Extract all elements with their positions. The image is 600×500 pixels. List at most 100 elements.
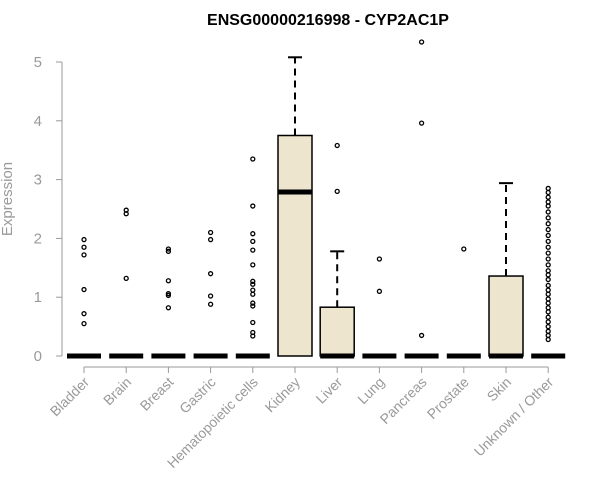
x-tick-label: Bladder [47, 374, 93, 420]
outlier-point [165, 292, 172, 299]
outlier-point [376, 256, 383, 262]
outlier-point [250, 287, 256, 293]
outlier-point [376, 288, 383, 294]
boxes-group [67, 39, 566, 359]
box-prostate [446, 246, 481, 359]
outlier-point [250, 303, 256, 309]
outlier-point [250, 238, 256, 244]
outlier-point [545, 319, 551, 325]
outlier-point [545, 276, 551, 283]
outlier-point [123, 275, 129, 282]
x-tick-label: Unknown / Other [471, 374, 557, 460]
outlier-point [545, 332, 551, 339]
outlier-point [545, 309, 551, 315]
outlier-point [250, 300, 256, 306]
box-brain [109, 207, 144, 359]
outlier-point [545, 185, 551, 192]
outlier-point [81, 252, 87, 258]
outlier-point [461, 246, 467, 252]
outlier-point [545, 203, 551, 209]
outlier-point [165, 248, 172, 254]
box-lung [362, 256, 397, 359]
chart-title: ENSG00000216998 - CYP2AC1P [207, 12, 449, 29]
outlier-point [165, 305, 172, 311]
outlier-point [545, 232, 551, 239]
outlier-point [545, 268, 551, 274]
outlier-point [207, 236, 214, 243]
outlier-point [545, 305, 551, 311]
y-tick-label: 5 [34, 54, 42, 71]
outlier-point [545, 199, 551, 205]
outlier-point [418, 39, 425, 45]
x-tick-label: Pancreas [377, 374, 430, 427]
outlier-point [250, 278, 256, 284]
outlier-point [418, 332, 425, 339]
outlier-point [545, 328, 551, 334]
outlier-point [545, 194, 551, 200]
outlier-point [545, 336, 551, 343]
outlier-point [250, 329, 256, 336]
box-kidney [277, 56, 313, 357]
box-bladder [67, 236, 101, 359]
outlier-point [250, 319, 256, 326]
outlier-point [545, 209, 551, 215]
box-unknown-other [531, 185, 566, 359]
outlier-point [545, 215, 551, 221]
outlier-point [545, 282, 551, 289]
box-gastric [193, 229, 228, 359]
outlier-point [250, 247, 256, 253]
outlier-point [545, 256, 551, 262]
iqr-box [488, 275, 524, 357]
outlier-point [81, 321, 87, 327]
outlier-point [250, 156, 256, 162]
outlier-point [545, 221, 551, 227]
outlier-point [81, 286, 87, 293]
outlier-point [545, 323, 551, 330]
outlier-point [250, 231, 256, 237]
outlier-point [545, 300, 551, 306]
outlier-point [207, 293, 214, 299]
outlier-point [545, 244, 551, 250]
outlier-point [545, 287, 551, 293]
outlier-point [250, 281, 256, 287]
outlier-point [545, 272, 551, 278]
box-liver [319, 142, 355, 359]
y-axis: 0 1 2 3 4 5 [34, 54, 63, 365]
outlier-point [165, 278, 172, 284]
y-axis-label: Expression [0, 162, 16, 236]
y-tick-label: 0 [34, 348, 42, 365]
outlier-point [123, 207, 129, 213]
outlier-point [418, 120, 425, 126]
outlier-point [545, 262, 551, 268]
outlier-point [334, 142, 340, 149]
outlier-point [545, 250, 551, 256]
y-tick-label: 1 [34, 289, 42, 306]
outlier-point [545, 296, 551, 302]
outlier-point [81, 236, 87, 243]
outlier-point [545, 291, 551, 297]
y-tick-label: 2 [34, 230, 42, 247]
outlier-point [334, 188, 340, 195]
box-pancreas [404, 39, 439, 359]
y-tick-label: 3 [34, 172, 42, 189]
outlier-point [165, 291, 172, 297]
x-tick-label: Breast [137, 374, 177, 414]
outlier-point [81, 311, 87, 317]
outlier-point [165, 246, 172, 252]
outlier-point [545, 226, 551, 233]
outlier-point [207, 271, 214, 277]
outlier-point [207, 229, 214, 236]
outlier-point [545, 238, 551, 244]
x-tick-label: Kidney [262, 374, 304, 416]
box-breast [151, 246, 186, 359]
outlier-point [207, 301, 214, 307]
outlier-point [250, 291, 256, 297]
iqr-box [277, 134, 313, 357]
box-hematopoietic-cells [235, 156, 270, 359]
outlier-point [250, 262, 256, 268]
outlier-point [81, 244, 87, 250]
x-tick-label: Brain [100, 374, 134, 408]
iqr-box [319, 306, 355, 357]
